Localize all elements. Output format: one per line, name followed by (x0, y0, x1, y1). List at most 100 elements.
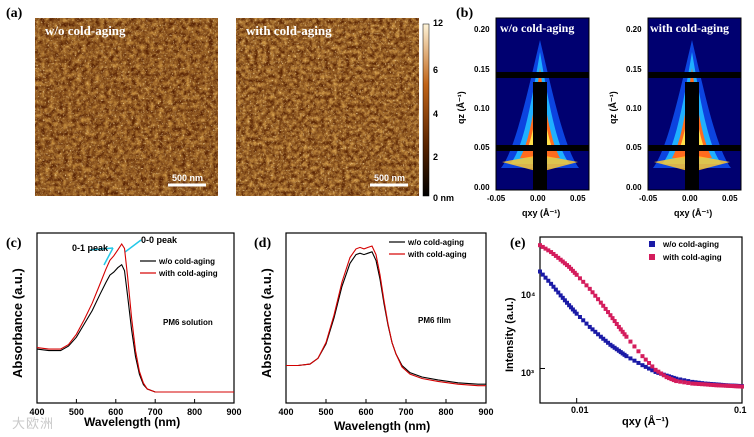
series-1-point (636, 349, 641, 354)
series-0-point (610, 344, 615, 349)
series-1-point (624, 334, 629, 339)
afm-left-title: w/o cold-aging (45, 23, 126, 38)
colorbar-tick-0: 0 nm (433, 193, 455, 203)
series-1-point (661, 373, 666, 378)
chart-e-xlabel: qxy (Å⁻¹) (622, 416, 669, 428)
series-1-point (716, 383, 721, 388)
series-1-point (603, 306, 608, 311)
series-1-point (553, 253, 558, 258)
series-0-point (643, 364, 648, 369)
series-0-point (562, 298, 567, 303)
series-0-point (560, 295, 565, 300)
x-tick-label: 400 (29, 407, 44, 417)
series-0-point (650, 368, 655, 373)
giwaxs-right-ytick-3: 0.05 (626, 143, 642, 152)
series-1-point (598, 300, 603, 305)
x-tick-label: 800 (187, 407, 202, 417)
chart-d-annotation: PM6 film (418, 316, 451, 325)
peak-label-00: 0-0 peak (141, 235, 178, 245)
series-1-point (596, 297, 601, 302)
series-0-point (564, 300, 569, 305)
series-1-point (610, 316, 615, 321)
chart-d-xlabel: Wavelength (nm) (334, 419, 431, 433)
series-0-point (570, 307, 575, 312)
giwaxs-left-xtick-2: 0.05 (570, 194, 586, 203)
chart-c-xlabel: Wavelength (nm) (84, 415, 181, 429)
series-1-point (560, 259, 565, 264)
x-tick-label: 900 (226, 407, 241, 417)
series-1-point (562, 261, 567, 266)
chart-d-frame (285, 232, 487, 404)
series-1-point (556, 255, 561, 260)
giwaxs-right-ytick-4: 0.00 (626, 183, 642, 192)
series-1-point (620, 329, 625, 334)
legend-label: w/o cold-aging (662, 240, 719, 249)
series-1-point (581, 279, 586, 284)
series-0-point (632, 358, 637, 363)
chart-e-ylabel: Intensity (a.u.) (504, 297, 516, 372)
series-0-point (647, 366, 652, 371)
series-0-point (653, 369, 658, 374)
giwaxs-left-ytick-1: 0.15 (474, 65, 490, 74)
series-1-point (674, 379, 679, 384)
giwaxs-right-xtick-0: -0.05 (639, 194, 658, 203)
chart-c-ylabel: Absorbance (a.u.) (10, 268, 25, 378)
giwaxs-left-frame (495, 17, 590, 191)
series-0-point (538, 269, 542, 274)
series-1-point (682, 380, 687, 385)
peak-arrow-01 (89, 247, 114, 251)
series-1-point (693, 381, 698, 386)
series-1-point (690, 381, 695, 386)
x-tick-label: 700 (398, 407, 413, 417)
series-1-point (669, 377, 674, 382)
series-1-point (728, 383, 733, 388)
series-1-point (632, 344, 637, 349)
series-1-point (653, 367, 658, 372)
series-1-point (587, 286, 592, 291)
series-0-point (612, 345, 617, 350)
series-1-point (650, 364, 655, 369)
legend-label: w/o cold-aging (158, 257, 215, 266)
series-1-point (721, 383, 726, 388)
scale-bar-left-label: 500 nm (172, 173, 204, 183)
legend-label: with cold-aging (662, 253, 722, 262)
series-1-point (549, 250, 554, 255)
giwaxs-left-ytick-2: 0.10 (474, 104, 490, 113)
legend-label: w/o cold-aging (407, 238, 464, 247)
peak-label-01: 0-1 peak (72, 243, 109, 253)
x-tick-label: 500 (69, 407, 84, 417)
giwaxs-right (648, 18, 741, 190)
series-1-point (696, 381, 701, 386)
series-0-point (606, 340, 611, 345)
chart-c-annotation: PM6 solution (163, 318, 213, 327)
x-tick-label: 400 (278, 407, 293, 417)
series-0-point (556, 290, 561, 295)
chart-e-ytick-0: 10³ (521, 368, 535, 378)
series-1-point (640, 354, 645, 359)
series-1-point (558, 257, 563, 262)
series-0-point (581, 318, 586, 323)
giwaxs-right-title: with cold-aging (650, 21, 730, 35)
series-1-point (593, 293, 598, 298)
series-1-point (643, 357, 648, 362)
colorbar-tick-2: 2 (433, 152, 439, 162)
series-0-point (549, 281, 554, 286)
series-line-0 (286, 251, 486, 385)
series-1-point (546, 248, 551, 253)
legend-swatch (649, 254, 655, 260)
series-0-point (577, 314, 582, 319)
series-1-point (659, 371, 664, 376)
series-1-point (723, 383, 728, 388)
giwaxs-left-ytick-0: 0.20 (474, 25, 490, 34)
legend-label: with cold-aging (407, 250, 467, 259)
series-0-point (590, 327, 595, 332)
series-0-point (678, 377, 683, 382)
giwaxs-right-xtick-2: 0.05 (722, 194, 738, 203)
giwaxs-left-xtick-1: 0.00 (530, 194, 546, 203)
series-1-point (711, 383, 716, 388)
giwaxs-left-xlabel: qxy (Å⁻¹) (522, 208, 561, 218)
series-1-point (538, 243, 542, 248)
x-tick-label: 800 (438, 407, 453, 417)
chart-e-ytick-1: 10⁴ (521, 290, 536, 300)
series-1-point (618, 327, 623, 332)
